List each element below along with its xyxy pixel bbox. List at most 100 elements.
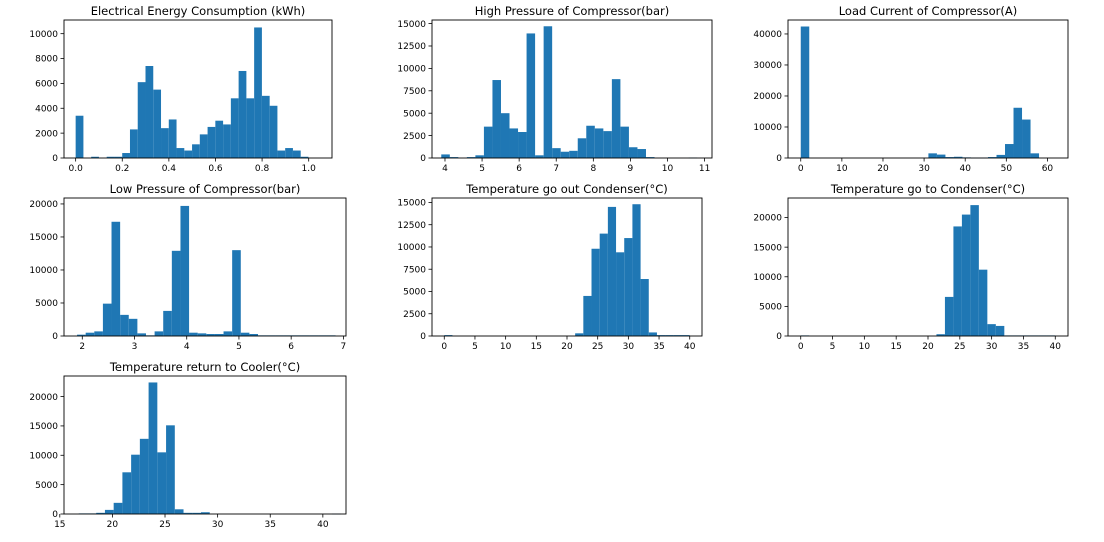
histogram-bar	[189, 332, 198, 336]
histogram-bar	[599, 233, 608, 336]
subplot-2: High Pressure of Compressor(bar) 4 5 6 7 8 9 10…	[397, 4, 713, 174]
subplot-title: Low Pressure of Compressor(bar)	[110, 182, 301, 196]
histogram-bar	[122, 472, 132, 514]
histogram-bar	[246, 98, 255, 158]
x-tick-label: 5	[472, 342, 478, 352]
x-tick-label: 25	[159, 520, 170, 530]
histogram-bar	[978, 269, 988, 336]
histogram-bar	[492, 80, 501, 158]
histogram-bar	[953, 226, 962, 336]
histogram-bar	[620, 126, 629, 158]
histogram-bar	[166, 425, 175, 514]
x-tick-label: 40	[959, 164, 971, 174]
x-tick-label: 15	[531, 342, 542, 352]
histogram-bar	[594, 128, 604, 158]
histogram-bar	[77, 334, 86, 336]
x-tick-label: 35	[653, 342, 664, 352]
histogram-bar	[176, 148, 185, 158]
histogram-bar	[91, 156, 99, 158]
histogram-bar	[163, 310, 172, 336]
histogram-bar	[197, 333, 207, 336]
histogram-bar	[543, 26, 553, 158]
histogram-bar	[104, 509, 114, 514]
subplot-title: Temperature go out Condenser(°C)	[465, 182, 668, 196]
x-tick-label: 20	[107, 520, 119, 530]
histogram-bar	[624, 238, 633, 336]
histogram-bar	[223, 331, 233, 336]
y-tick-label: 5000	[759, 303, 782, 313]
histogram-bar	[75, 115, 84, 158]
x-tick-label: 20	[922, 342, 934, 352]
histogram-bar	[292, 150, 301, 158]
y-tick-label: 5000	[35, 481, 58, 491]
histogram-bar	[535, 155, 544, 158]
histogram-bar	[509, 128, 519, 158]
x-tick-label: 20	[877, 164, 889, 174]
histogram-bar	[230, 98, 239, 158]
y-tick-label: 15000	[29, 233, 58, 243]
x-tick-label: 10	[500, 342, 512, 352]
histogram-bar	[223, 124, 231, 158]
histogram-bar	[586, 125, 595, 158]
x-tick-label: 35	[1018, 342, 1029, 352]
x-tick-label: 20	[561, 342, 573, 352]
histogram-bar	[944, 296, 954, 336]
axes-frame	[787, 197, 1069, 337]
histogram-bar	[648, 332, 657, 336]
x-tick-label: 6	[516, 164, 522, 174]
y-tick-label: 20000	[29, 200, 58, 210]
y-tick-label: 0	[776, 154, 782, 164]
x-tick-label: 15	[890, 342, 901, 352]
histogram-bar	[154, 331, 164, 336]
subplot-4: Low Pressure of Compressor(bar) 2 3 4 5 6 7 0 50…	[29, 182, 347, 352]
histogram-bar	[953, 156, 963, 158]
x-tick-label: 30	[986, 342, 998, 352]
axes-frame	[63, 19, 333, 159]
histogram-bar	[1030, 153, 1040, 158]
x-tick-label: 5	[236, 342, 242, 352]
y-tick-label: 8000	[35, 55, 58, 65]
histogram-bar	[1005, 144, 1014, 158]
histogram-bar	[500, 113, 510, 158]
x-tick-label: 0.6	[208, 164, 223, 174]
histogram-bar	[945, 157, 954, 158]
y-tick-label: 20000	[753, 92, 782, 102]
histogram-bar	[113, 502, 123, 514]
subplot-7: Temperature return to Cooler(°C) 15 20 25 30…	[29, 360, 347, 530]
histogram-bar	[277, 150, 286, 158]
subplot-3: Load Current of Compressor(A) 0 10 20 30 40 50…	[753, 4, 1069, 174]
histogram-bar	[214, 334, 224, 336]
histogram-bar	[526, 33, 536, 158]
y-tick-label: 10000	[29, 266, 58, 276]
subplot-title: Electrical Energy Consumption (kWh)	[91, 4, 306, 18]
x-tick-label: 10	[859, 342, 871, 352]
histogram-bar	[106, 156, 115, 158]
x-tick-label: 0	[798, 342, 804, 352]
histogram-bar	[96, 512, 105, 514]
y-tick-label: 0	[52, 510, 58, 520]
x-tick-label: 8	[590, 164, 596, 174]
histogram-bar	[94, 331, 103, 336]
histogram-bar	[569, 150, 578, 158]
y-tick-label: 40000	[753, 30, 782, 40]
histogram-bar	[161, 128, 169, 158]
histogram-bar	[157, 452, 167, 514]
axes-frame	[431, 19, 713, 159]
x-tick-label: 1.0	[302, 164, 317, 174]
histogram-bar	[114, 156, 123, 158]
y-tick-label: 6000	[35, 80, 58, 90]
y-tick-label: 7500	[403, 87, 426, 97]
y-tick-label: 10000	[753, 123, 782, 133]
histogram-bar	[139, 438, 149, 514]
histogram-bar	[137, 82, 146, 158]
histogram-bar	[249, 334, 259, 336]
histogram-bar	[285, 148, 293, 158]
histogram-bar	[206, 334, 215, 336]
x-tick-label: 0.0	[68, 164, 83, 174]
histogram-bar	[269, 105, 278, 158]
histogram-bar	[1013, 107, 1023, 158]
y-tick-label: 20000	[753, 214, 782, 224]
histogram-bar	[552, 148, 561, 158]
histogram-bar	[122, 153, 130, 158]
x-tick-label: 5	[479, 164, 485, 174]
